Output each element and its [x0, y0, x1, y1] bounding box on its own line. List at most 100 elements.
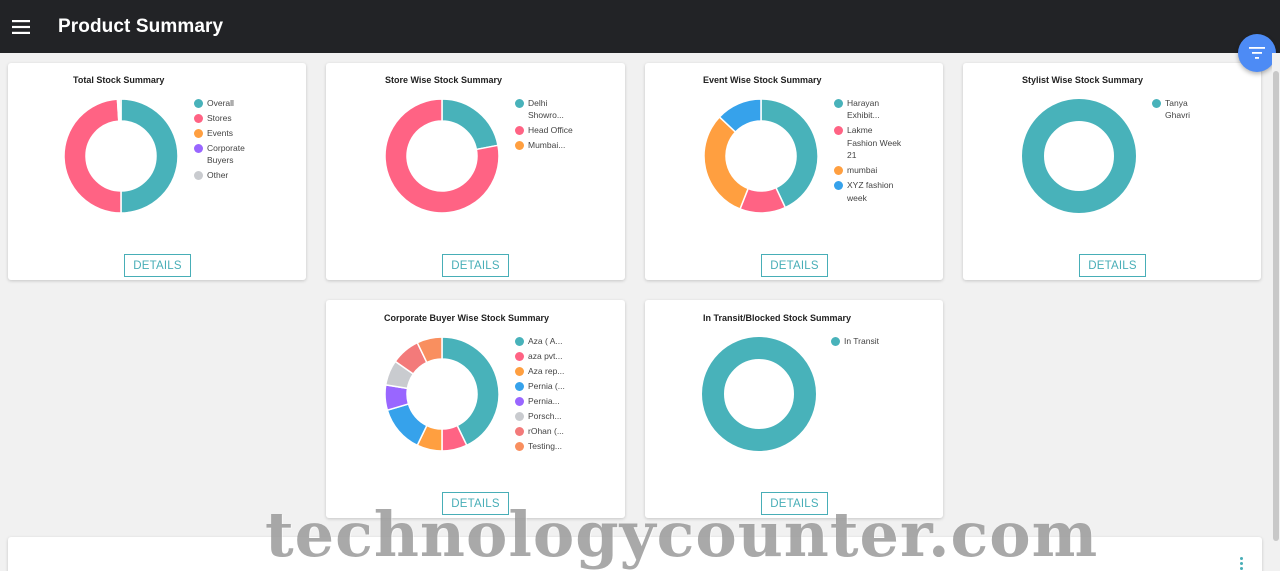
card-title: Corporate Buyer Wise Stock Summary — [384, 313, 549, 323]
chart-legend: Tanya Ghavri — [1152, 97, 1205, 124]
legend-item[interactable]: rOhan (... — [515, 425, 578, 437]
legend-swatch — [515, 366, 524, 376]
legend-label: Delhi Showro... — [528, 98, 564, 121]
details-button[interactable]: DETAILS — [442, 254, 509, 277]
legend-swatch — [515, 441, 524, 451]
legend-swatch — [515, 98, 524, 108]
filter-button[interactable] — [1238, 34, 1276, 72]
legend-item[interactable]: Harayan Exhibit... — [834, 97, 905, 122]
summary-card: Event Wise Stock Summary Harayan Exhibit.… — [645, 63, 943, 280]
legend-item[interactable]: mumbai — [834, 164, 905, 176]
summary-card: Total Stock Summary Overall Stores Events Co… — [8, 63, 306, 280]
legend-item[interactable]: Pernia (... — [515, 380, 578, 392]
legend-item[interactable]: aza pvt... — [515, 350, 578, 362]
legend-item[interactable]: Aza rep... — [515, 365, 578, 377]
donut-slice[interactable] — [441, 98, 499, 151]
legend-item[interactable]: Other — [194, 169, 269, 181]
legend-label: Porsch... — [528, 411, 562, 421]
chart-legend: Harayan Exhibit... Lakme Fashion Week 21 m… — [834, 97, 905, 207]
legend-item[interactable]: Overall — [194, 97, 269, 109]
legend-swatch — [834, 165, 843, 175]
donut-slice[interactable] — [384, 98, 500, 214]
donut-slice[interactable] — [760, 98, 819, 209]
legend-item[interactable]: Porsch... — [515, 410, 578, 422]
chart-legend: In Transit — [831, 335, 904, 350]
app-header: Product Summary — [0, 0, 1280, 53]
legend-label: Lakme Fashion Week 21 — [847, 125, 902, 161]
details-button[interactable]: DETAILS — [761, 492, 828, 515]
details-button[interactable]: DETAILS — [124, 254, 191, 277]
hamburger-icon[interactable] — [0, 0, 42, 53]
legend-label: Aza ( A... — [528, 336, 563, 346]
donut-chart[interactable] — [383, 97, 501, 215]
donut-chart[interactable] — [702, 97, 820, 215]
legend-item[interactable]: In Transit — [831, 335, 904, 347]
chart-legend: Overall Stores Events Corporate Buyers Other — [194, 97, 269, 184]
legend-item[interactable]: Pernia... — [515, 395, 578, 407]
kebab-menu-icon[interactable] — [1234, 557, 1248, 571]
donut-slice[interactable] — [120, 98, 179, 214]
donut-slice[interactable] — [1022, 99, 1136, 213]
details-button[interactable]: DETAILS — [442, 492, 509, 515]
legend-item[interactable]: Head Office — [515, 124, 584, 136]
legend-item[interactable]: Aza ( A... — [515, 335, 578, 347]
chart-legend: Delhi Showro... Head Office Mumbai... — [515, 97, 584, 154]
donut-slice[interactable] — [702, 337, 816, 451]
legend-item[interactable]: Testing... — [515, 440, 578, 452]
legend-item[interactable]: Corporate Buyers — [194, 142, 269, 167]
legend-label: Other — [207, 170, 229, 181]
legend-label: aza pvt... — [528, 351, 563, 361]
legend-label: Harayan Exhibit... — [847, 98, 880, 121]
legend-label: In Transit — [844, 336, 879, 346]
filter-icon — [1249, 47, 1265, 59]
card-title: Stylist Wise Stock Summary — [1022, 75, 1143, 85]
legend-item[interactable]: Delhi Showro... — [515, 97, 584, 122]
legend-swatch — [515, 381, 524, 391]
donut-chart[interactable] — [1020, 97, 1138, 215]
legend-swatch — [515, 125, 524, 135]
legend-item[interactable]: Lakme Fashion Week 21 — [834, 124, 905, 161]
legend-item[interactable]: Events — [194, 127, 269, 139]
legend-item[interactable]: Stores — [194, 112, 269, 124]
legend-label: Overall — [207, 98, 234, 108]
legend-swatch — [194, 113, 203, 123]
donut-slice[interactable] — [118, 98, 122, 122]
donut-slice[interactable] — [416, 336, 443, 364]
donut-chart[interactable] — [700, 335, 818, 453]
legend-label: rOhan (... — [528, 426, 564, 436]
legend-swatch — [194, 128, 203, 138]
details-button[interactable]: DETAILS — [761, 254, 828, 277]
scrollbar[interactable] — [1272, 53, 1280, 571]
legend-label: Aza rep... — [528, 366, 565, 376]
legend-item[interactable]: Tanya Ghavri — [1152, 97, 1205, 122]
legend-swatch — [515, 140, 524, 150]
donut-slice[interactable] — [718, 98, 762, 134]
legend-swatch — [1152, 98, 1161, 108]
legend-label: Testing... — [528, 441, 563, 451]
legend-swatch — [515, 351, 524, 361]
card-title: In Transit/Blocked Stock Summary — [703, 313, 852, 323]
watermark: technologycounter.com — [265, 498, 1099, 571]
legend-swatch — [515, 411, 524, 421]
card-title: Total Stock Summary — [73, 75, 165, 85]
legend-swatch — [194, 98, 203, 108]
details-button[interactable]: DETAILS — [1079, 254, 1146, 277]
donut-slice[interactable] — [441, 336, 500, 447]
summary-card: Corporate Buyer Wise Stock Summary Aza ( … — [326, 300, 625, 518]
donut-slice[interactable] — [703, 115, 750, 210]
legend-label: Pernia (... — [528, 381, 565, 391]
donut-slice[interactable] — [63, 98, 122, 214]
bottom-card — [8, 537, 1262, 571]
legend-swatch — [834, 98, 843, 108]
legend-swatch — [834, 180, 843, 190]
donut-slice[interactable] — [386, 403, 428, 447]
legend-swatch — [515, 396, 524, 406]
scrollbar-thumb[interactable] — [1273, 71, 1279, 541]
legend-swatch — [194, 170, 203, 180]
legend-swatch — [831, 336, 840, 346]
legend-item[interactable]: XYZ fashion week — [834, 179, 905, 204]
legend-item[interactable]: Mumbai... — [515, 139, 584, 151]
legend-label: mumbai — [847, 165, 878, 176]
donut-chart[interactable] — [62, 97, 180, 215]
donut-chart[interactable] — [383, 335, 501, 453]
